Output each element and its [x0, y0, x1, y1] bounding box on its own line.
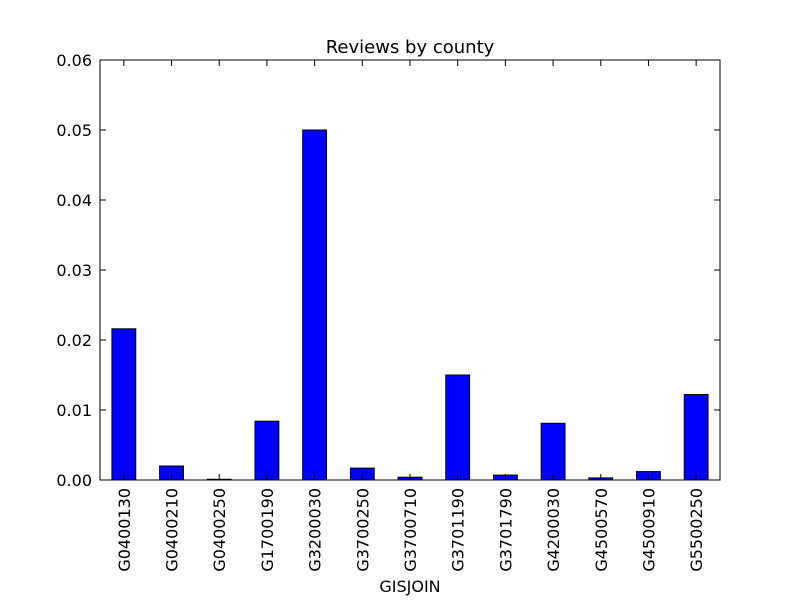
- x-tick-label: G5500250: [687, 488, 706, 572]
- y-axis: 0.00 0.01 0.02 0.03 0.04 0.05 0.06: [56, 51, 720, 490]
- y-tick-label: 0.01: [56, 401, 92, 420]
- y-tick-label: 0.00: [56, 471, 92, 490]
- y-tick-label: 0.04: [56, 191, 92, 210]
- x-tick-label: G4500910: [639, 488, 658, 572]
- x-tick-label: G0400210: [163, 488, 182, 572]
- x-tick-label: G3701790: [496, 488, 515, 572]
- bar-G3200030: [302, 129, 328, 481]
- bar-G1700190: [254, 420, 280, 481]
- plot-frame: [99, 59, 721, 481]
- y-tick-label: 0.02: [56, 331, 92, 350]
- x-tick-label: G3700250: [353, 488, 372, 572]
- x-axis: G0400130 G0400210 G0400250 G1700190 G3200030…: [115, 60, 706, 572]
- y-tick-label: 0.06: [56, 51, 92, 70]
- x-tick-label: G3200030: [306, 488, 325, 572]
- x-tick-label: G3701190: [449, 488, 468, 572]
- x-tick-label: G1700190: [258, 488, 277, 572]
- chart-title: Reviews by county: [326, 37, 495, 58]
- x-tick-label: G3700710: [401, 488, 420, 572]
- x-tick-label: G0400130: [115, 488, 134, 572]
- bar-G0400130: [111, 328, 137, 481]
- bar-G3701190: [445, 374, 471, 481]
- bar-G5500250: [683, 394, 709, 481]
- x-axis-label: GISJOIN: [379, 577, 440, 596]
- x-tick-label: G4500570: [592, 488, 611, 572]
- bar-G4200030: [540, 422, 566, 481]
- x-tick-label: G0400250: [210, 488, 229, 572]
- y-tick-label: 0.05: [56, 121, 92, 140]
- x-tick-label: G4200030: [544, 488, 563, 572]
- y-tick-label: 0.03: [56, 261, 92, 280]
